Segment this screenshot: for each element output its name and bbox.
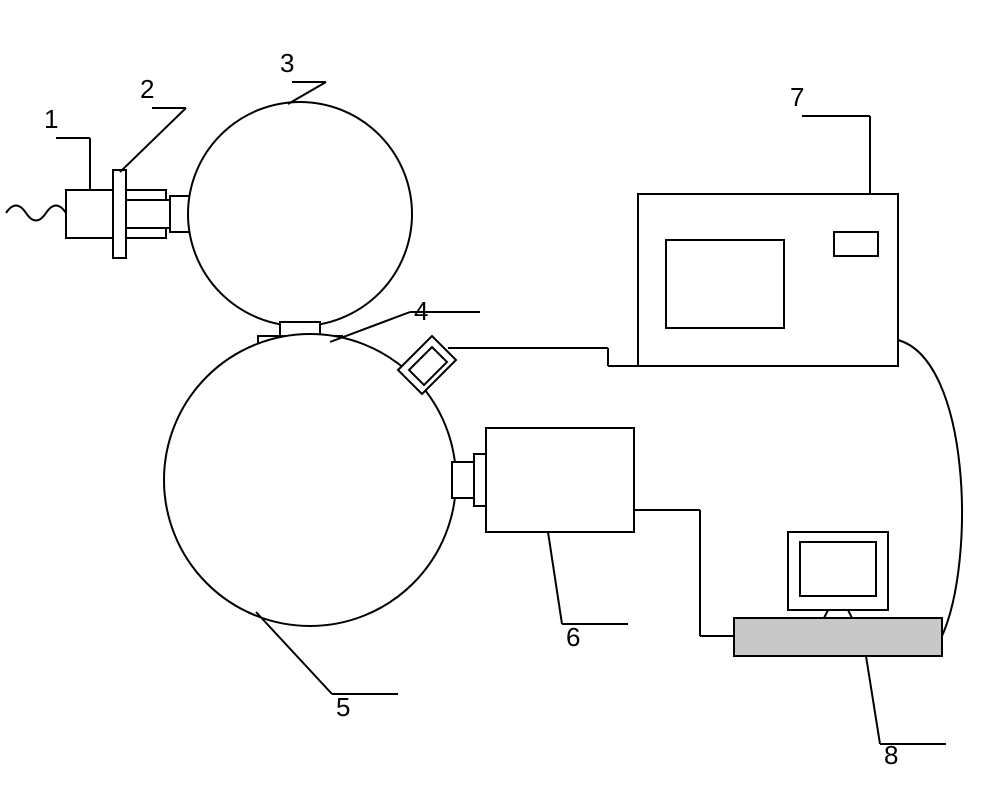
computer-stand — [824, 610, 852, 618]
callout-label-8: 8 — [884, 740, 898, 770]
leader-2 — [120, 108, 186, 172]
instrument-screen — [666, 240, 784, 328]
source-cable — [6, 206, 66, 221]
instrument-small-panel — [834, 232, 878, 256]
flange-left-shaft — [126, 200, 170, 228]
sphere-top — [188, 102, 412, 326]
callout-label-4: 4 — [414, 296, 428, 326]
flange-left-disc — [113, 170, 126, 258]
right-port-neck — [452, 462, 474, 498]
leader-8 — [866, 656, 880, 744]
right-port-flange — [474, 454, 486, 506]
callout-label-6: 6 — [566, 622, 580, 652]
diagram-canvas: 1 2 3 4 5 6 7 8 — [0, 0, 1000, 791]
wire-instrument-to-computer — [898, 340, 962, 636]
computer-screen — [800, 542, 876, 596]
callout-label-1: 1 — [44, 104, 58, 134]
callout-label-2: 2 — [140, 74, 154, 104]
computer-base — [734, 618, 942, 656]
leader-6 — [548, 532, 562, 624]
callout-label-5: 5 — [336, 692, 350, 722]
callout-label-3: 3 — [280, 48, 294, 78]
detector-box — [486, 428, 634, 532]
leader-3 — [288, 82, 326, 104]
callout-label-7: 7 — [790, 82, 804, 112]
